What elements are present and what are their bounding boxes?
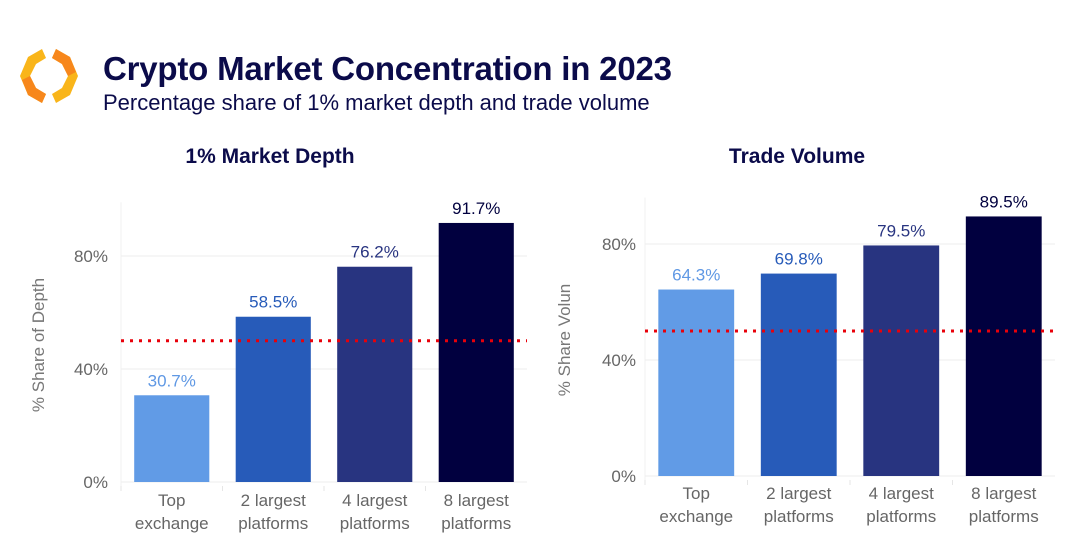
x-tick-label: platforms <box>441 514 511 533</box>
y-axis-label: % Share of Depth <box>29 278 48 412</box>
x-tick-label: Top <box>683 484 710 503</box>
chart-title: Trade Volume <box>729 145 865 168</box>
y-axis-label: % Share Volun <box>555 284 574 396</box>
x-tick-label: 4 largest <box>342 491 407 510</box>
data-label: 30.7% <box>148 371 196 390</box>
y-tick-label: 40% <box>602 351 636 370</box>
bar <box>235 316 311 482</box>
x-tick-label: exchange <box>659 507 733 526</box>
logo-right-bracket-shade <box>52 49 76 76</box>
market-depth-chart: 1% Market Depth 0% 40% 80% % Share of Depth 3… <box>29 145 527 533</box>
data-label: 76.2% <box>351 243 399 262</box>
x-tick-label: 2 largest <box>766 484 831 503</box>
bar <box>760 273 837 476</box>
data-label: 91.7% <box>452 199 500 218</box>
data-label: 79.5% <box>877 221 925 240</box>
data-label: 58.5% <box>249 293 297 312</box>
x-tick-label: platforms <box>764 507 834 526</box>
page-subtitle: Percentage share of 1% market depth and … <box>103 90 650 115</box>
bar <box>658 289 735 476</box>
y-tick-label: 40% <box>74 360 108 379</box>
data-label: 89.5% <box>980 192 1028 211</box>
x-tick-label: 8 largest <box>444 491 509 510</box>
x-tick-label: platforms <box>340 514 410 533</box>
x-tick-label: 8 largest <box>971 484 1036 503</box>
x-tick-label: platforms <box>969 507 1039 526</box>
logo-icon <box>20 49 78 103</box>
x-tick-label: Top <box>158 491 185 510</box>
bar <box>438 222 514 482</box>
y-tick-label: 0% <box>611 467 636 486</box>
x-tick-label: platforms <box>866 507 936 526</box>
y-tick-label: 0% <box>83 473 108 492</box>
bar <box>134 395 210 482</box>
data-label: 69.8% <box>775 250 823 269</box>
y-tick-label: 80% <box>74 247 108 266</box>
x-tick-label: exchange <box>135 514 209 533</box>
page-title: Crypto Market Concentration in 2023 <box>103 50 672 87</box>
x-tick-label: 2 largest <box>241 491 306 510</box>
data-label: 64.3% <box>672 266 720 285</box>
y-tick-label: 80% <box>602 235 636 254</box>
bar <box>965 216 1042 476</box>
logo-left-bracket-shade <box>22 76 46 103</box>
x-tick-label: 4 largest <box>869 484 934 503</box>
bar <box>863 245 940 476</box>
chart-title: 1% Market Depth <box>185 145 354 168</box>
x-tick-label: platforms <box>238 514 308 533</box>
bar <box>337 266 413 482</box>
